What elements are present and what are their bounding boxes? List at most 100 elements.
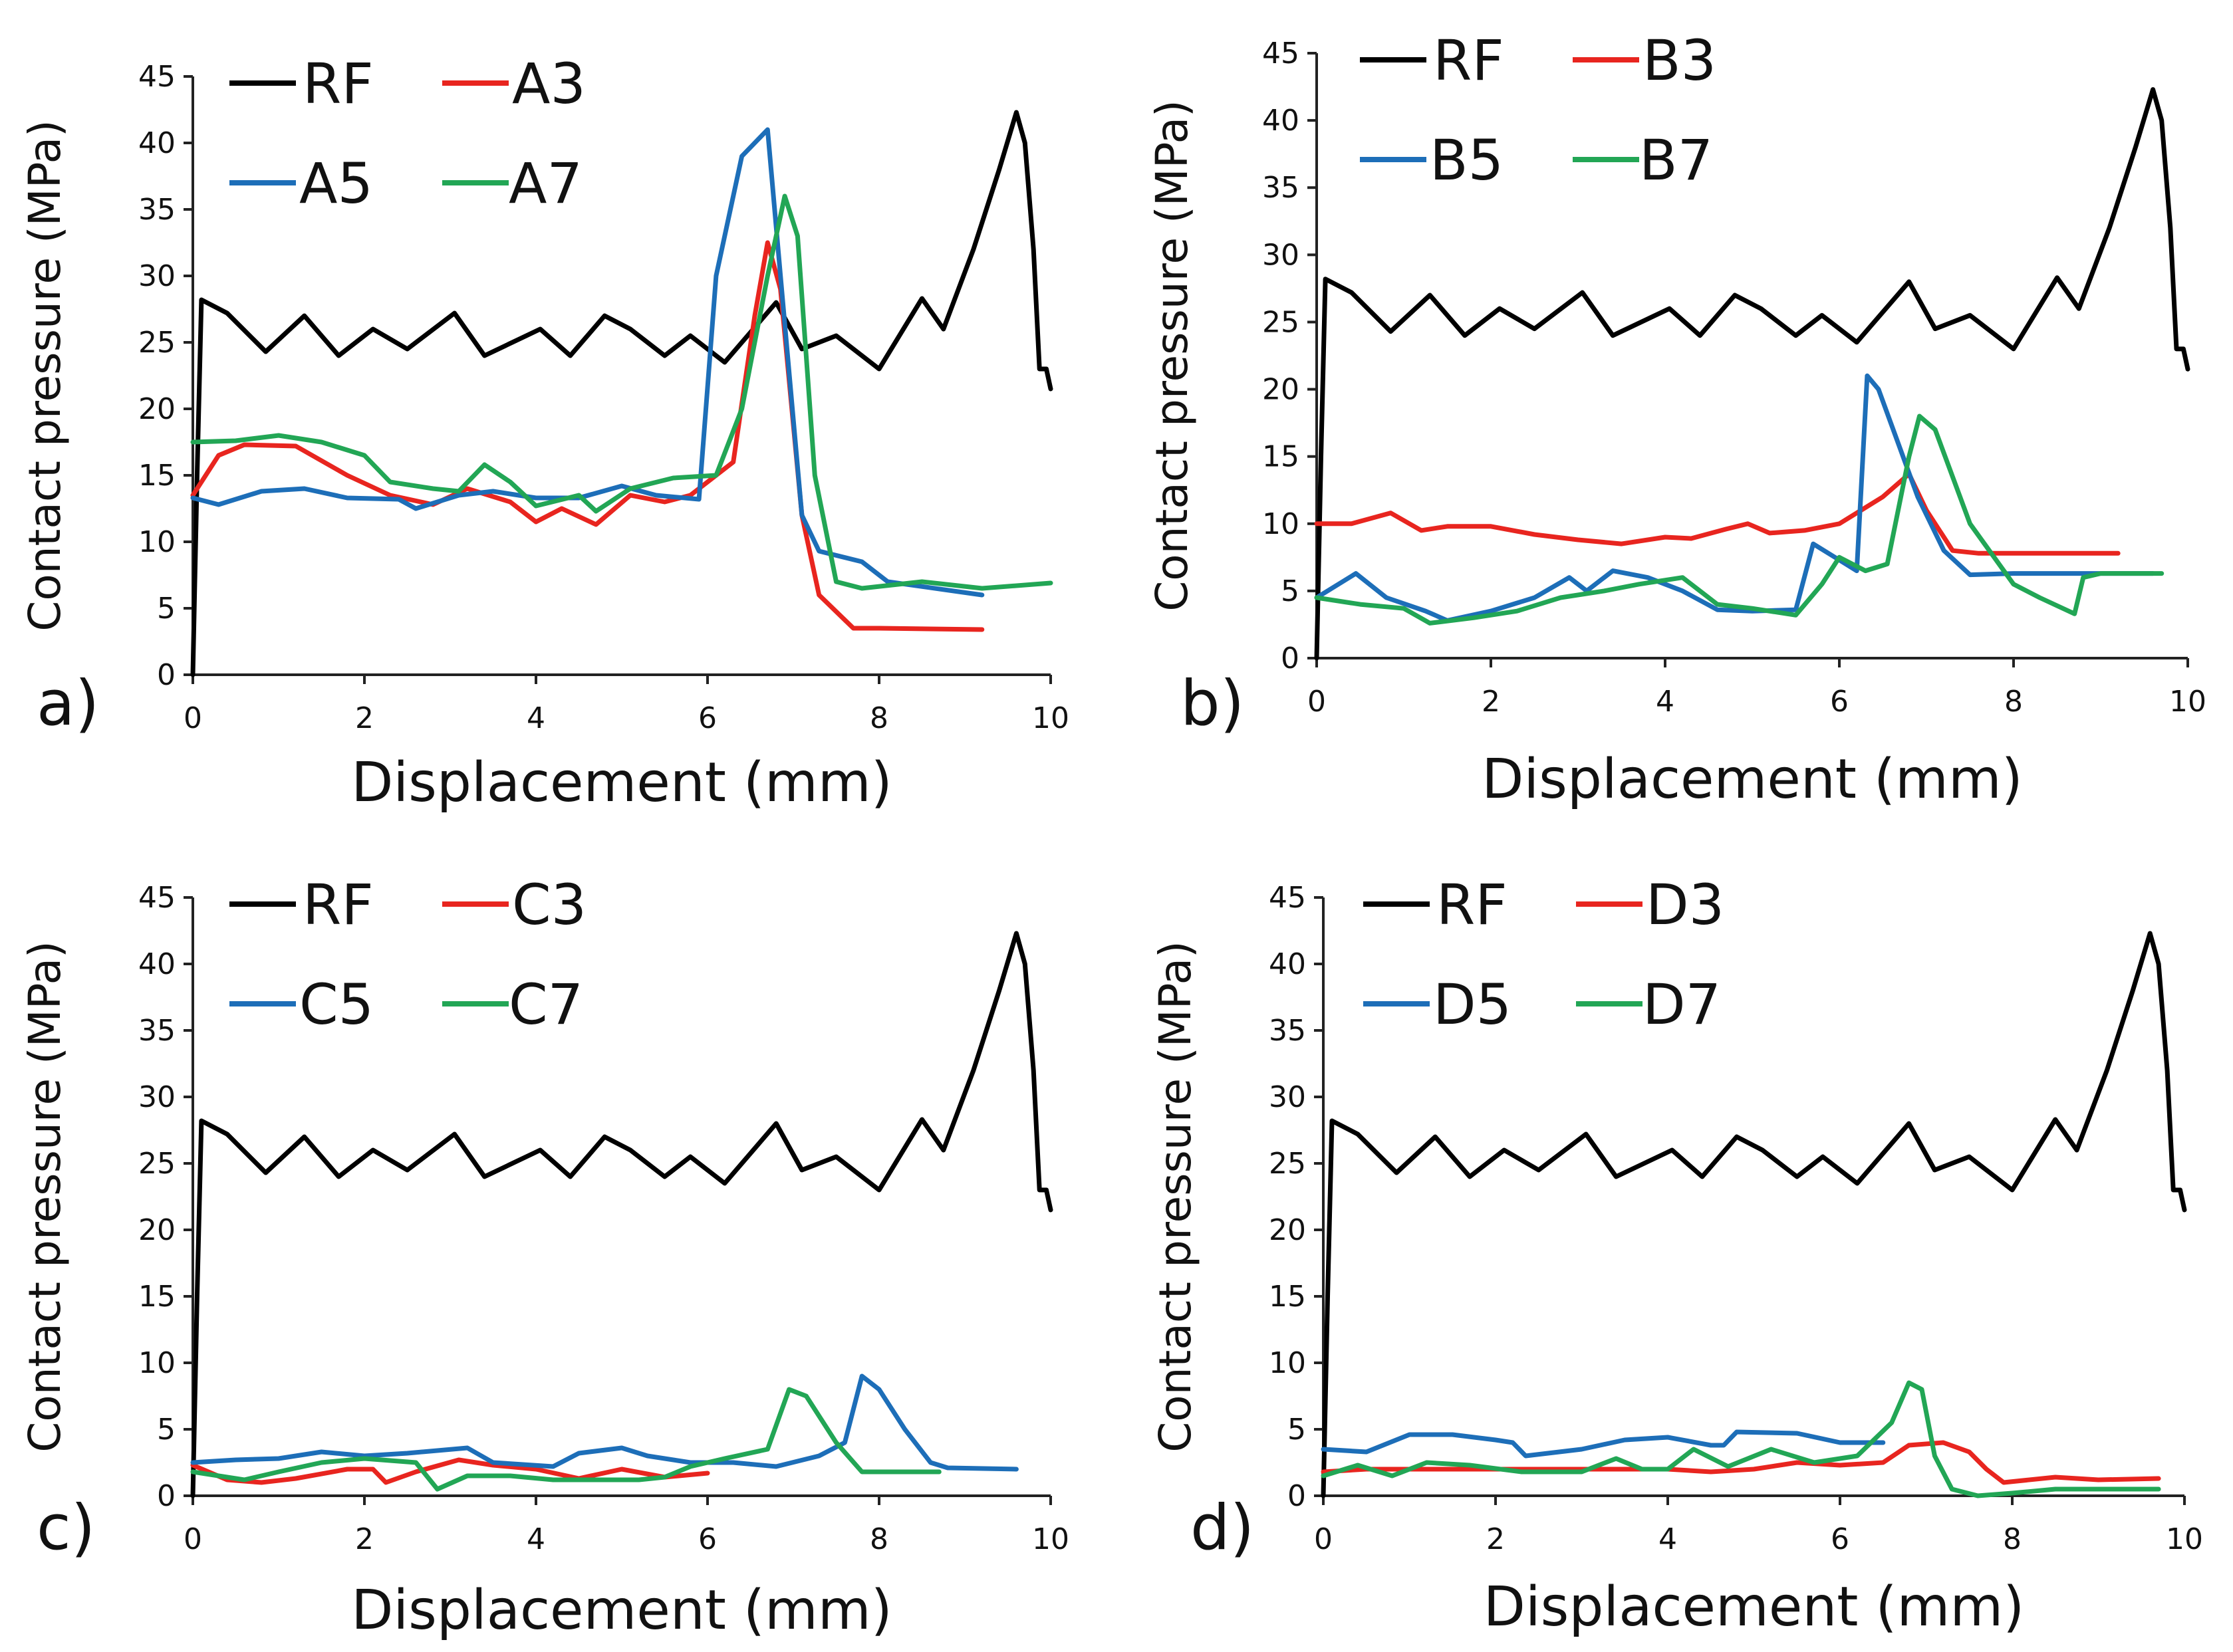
y-axis-title: Contact pressure (MPa) bbox=[19, 941, 70, 1453]
x-tick-label: 0 bbox=[1307, 685, 1326, 719]
x-tick-label: 6 bbox=[1831, 1522, 1849, 1556]
legend-label-RF: RF bbox=[1436, 872, 1508, 937]
x-tick-label: 8 bbox=[2003, 1522, 2022, 1556]
y-tick-label: 35 bbox=[1262, 171, 1299, 205]
y-tick-label: 25 bbox=[1269, 1147, 1306, 1181]
x-tick-label: 2 bbox=[1486, 1522, 1505, 1556]
series-line-RF bbox=[1321, 931, 2187, 1498]
y-tick-label: 25 bbox=[138, 1147, 176, 1181]
y-tick-label: 35 bbox=[138, 193, 176, 227]
y-axis-title: Contact pressure (MPa) bbox=[1146, 100, 1198, 612]
y-tick-label: 25 bbox=[138, 326, 176, 360]
series-line-C7 bbox=[190, 1387, 942, 1492]
y-tick-label: 20 bbox=[1269, 1213, 1306, 1247]
panel-label: c) bbox=[37, 1492, 95, 1564]
y-tick-label: 30 bbox=[1262, 238, 1299, 272]
series-line-C5 bbox=[190, 1373, 1019, 1472]
legend-label-A3: A3 bbox=[512, 51, 586, 116]
series-line-A7 bbox=[190, 193, 1053, 591]
legend: RF A3 A5 A7 bbox=[229, 51, 586, 216]
x-tick-label: 4 bbox=[527, 1522, 545, 1556]
x-axis-title: Displacement (mm) bbox=[351, 751, 892, 814]
series-line-RF bbox=[1314, 87, 2190, 661]
legend: RF C3 C5 C7 bbox=[229, 872, 587, 1037]
y-tick-label: 10 bbox=[1269, 1346, 1306, 1380]
legend-label-B3: B3 bbox=[1642, 28, 1716, 93]
y-tick-label: 0 bbox=[1287, 1479, 1306, 1513]
x-tick-label: 10 bbox=[1032, 701, 1069, 735]
y-tick-label: 5 bbox=[157, 592, 176, 626]
series-line-RF bbox=[190, 110, 1053, 677]
y-tick-label: 35 bbox=[1269, 1014, 1306, 1048]
y-tick-label: 40 bbox=[1269, 947, 1306, 981]
x-tick-label: 2 bbox=[355, 1522, 374, 1556]
y-tick-label: 0 bbox=[157, 658, 176, 692]
series-line-B3 bbox=[1314, 471, 2121, 556]
y-tick-label: 45 bbox=[138, 60, 176, 94]
panel-label: d) bbox=[1190, 1492, 1254, 1564]
y-tick-label: 0 bbox=[157, 1479, 176, 1513]
y-tick-label: 10 bbox=[1262, 507, 1299, 541]
series-line-A3 bbox=[190, 240, 985, 632]
legend-label-C7: C7 bbox=[509, 972, 583, 1037]
y-axis-title: Contact pressure (MPa) bbox=[19, 120, 70, 632]
y-tick-label: 5 bbox=[157, 1413, 176, 1447]
panel-label: b) bbox=[1180, 667, 1244, 740]
x-tick-label: 10 bbox=[2166, 1522, 2203, 1556]
legend-label-RF: RF bbox=[303, 872, 374, 937]
series-line-D7 bbox=[1321, 1380, 2161, 1498]
y-tick-label: 0 bbox=[1281, 642, 1299, 675]
y-tick-label: 30 bbox=[138, 259, 176, 293]
chart-panel-3: 0 5 10 15 20 25 30 35 40 45 0 2 4 6 8 10 Displacement (m… bbox=[19, 872, 1069, 1642]
x-tick-label: 6 bbox=[698, 1522, 717, 1556]
legend-label-B7: B7 bbox=[1639, 128, 1713, 193]
y-tick-label: 20 bbox=[138, 1213, 176, 1247]
x-tick-label: 6 bbox=[698, 701, 717, 735]
legend-label-D5: D5 bbox=[1433, 972, 1511, 1037]
legend: RF B3 B5 B7 bbox=[1360, 28, 1716, 193]
y-tick-label: 40 bbox=[138, 126, 176, 160]
legend: RF D3 D5 D7 bbox=[1363, 872, 1724, 1037]
y-tick-label: 35 bbox=[138, 1014, 176, 1048]
y-tick-label: 10 bbox=[138, 1346, 176, 1380]
chart-panel-2: 0 5 10 15 20 25 30 35 40 45 0 2 4 6 8 10 Displacement (m… bbox=[1146, 28, 2206, 811]
legend-label-B5: B5 bbox=[1430, 128, 1504, 193]
x-tick-label: 4 bbox=[1658, 1522, 1677, 1556]
legend-label-D7: D7 bbox=[1642, 972, 1721, 1037]
x-tick-label: 2 bbox=[1482, 685, 1500, 719]
y-tick-label: 25 bbox=[1262, 305, 1299, 339]
x-tick-label: 8 bbox=[2004, 685, 2023, 719]
y-tick-label: 30 bbox=[138, 1080, 176, 1114]
series-line-RF bbox=[190, 931, 1053, 1498]
x-tick-label: 0 bbox=[184, 1522, 202, 1556]
y-axis-title: Contact pressure (MPa) bbox=[1150, 941, 1201, 1453]
y-tick-label: 15 bbox=[138, 459, 176, 493]
legend-label-A5: A5 bbox=[299, 151, 373, 216]
x-tick-label: 0 bbox=[1314, 1522, 1333, 1556]
legend-label-A7: A7 bbox=[509, 151, 583, 216]
y-tick-label: 15 bbox=[1262, 440, 1299, 474]
y-tick-label: 45 bbox=[1262, 37, 1299, 70]
x-tick-label: 10 bbox=[1032, 1522, 1069, 1556]
x-tick-label: 10 bbox=[2169, 685, 2206, 719]
y-tick-label: 10 bbox=[138, 525, 176, 559]
x-tick-label: 8 bbox=[870, 701, 888, 735]
y-tick-label: 15 bbox=[1269, 1280, 1306, 1314]
y-tick-label: 5 bbox=[1287, 1413, 1306, 1447]
series-line-D5 bbox=[1321, 1429, 1886, 1459]
series-line-C3 bbox=[190, 1457, 710, 1485]
legend-label-C5: C5 bbox=[299, 972, 374, 1037]
y-tick-label: 5 bbox=[1281, 574, 1299, 608]
x-tick-label: 2 bbox=[355, 701, 374, 735]
x-tick-label: 4 bbox=[527, 701, 545, 735]
series-line-B7 bbox=[1314, 413, 2165, 626]
legend-label-RF: RF bbox=[1433, 28, 1504, 93]
y-tick-label: 45 bbox=[138, 881, 176, 915]
chart-panel-4: 0 5 10 15 20 25 30 35 40 45 0 2 4 6 8 10 Displacement (m… bbox=[1150, 872, 2203, 1639]
x-axis-title: Displacement (mm) bbox=[1484, 1576, 2025, 1639]
legend-label-D3: D3 bbox=[1646, 872, 1724, 937]
panel-label: a) bbox=[37, 667, 99, 740]
